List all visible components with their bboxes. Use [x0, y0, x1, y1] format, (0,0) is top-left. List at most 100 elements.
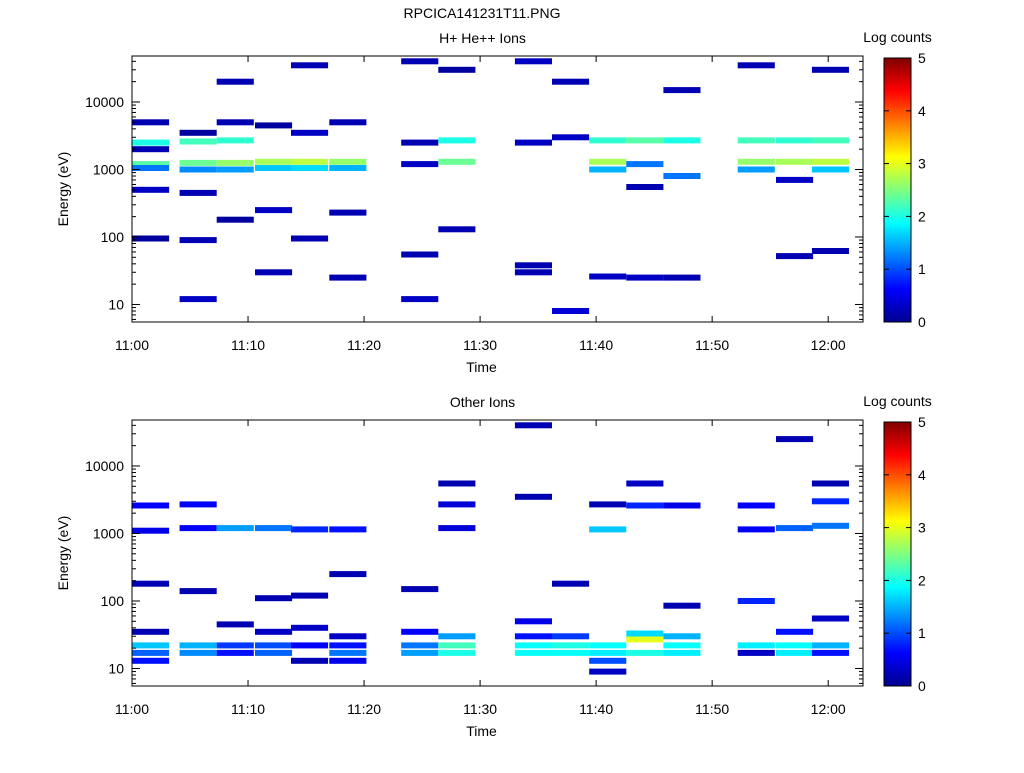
heatmap-cell: [737, 526, 775, 533]
heatmap-cell: [776, 525, 814, 532]
heatmap-cell: [626, 137, 664, 144]
heatmap-cell: [552, 642, 590, 649]
heatmap-cell: [626, 630, 664, 637]
colorbar-tick-label: 3: [918, 156, 926, 172]
heatmap-cell: [329, 158, 367, 165]
panel-2: Other Ions 11:00 11:10 11:20 11:30 11:40 11:50…: [55, 393, 932, 739]
heatmap-cell: [776, 137, 814, 144]
heatmap-cell: [179, 166, 217, 173]
heatmap-cell: [179, 189, 217, 196]
colorbar: 0 1 2 3 4 5 Log counts: [863, 393, 932, 694]
heatmap-cell: [132, 165, 170, 171]
heatmap-cell: [552, 633, 590, 640]
plot-frame: [131, 419, 864, 687]
heatmap-cell: [179, 501, 217, 508]
heatmap-cell: [438, 480, 476, 487]
heatmap-cell: [663, 502, 701, 509]
heatmap-cell: [179, 138, 217, 145]
heatmap-cell: [132, 119, 170, 126]
heatmap-cell: [132, 186, 170, 193]
y-tick-label: 1000: [93, 525, 124, 541]
heatmap-cell: [401, 161, 439, 168]
heatmap-cell: [179, 237, 217, 244]
x-tick-label: 11:10: [231, 337, 265, 353]
heatmap-cell: [438, 66, 476, 73]
heatmap-cell: [811, 480, 849, 487]
heatmap-cell: [737, 158, 775, 165]
heatmap-cell: [663, 633, 701, 640]
heatmap-cell: [255, 165, 293, 171]
heatmap-cell: [255, 525, 293, 532]
heatmap-cell: [329, 649, 367, 656]
colorbar-tick-label: 5: [918, 50, 926, 66]
y-tick-label: 10: [108, 296, 124, 312]
heatmap-cell: [401, 251, 439, 258]
heatmap-cell: [589, 137, 627, 144]
heatmap-cell: [589, 657, 627, 664]
colorbar-tick-label: 1: [918, 625, 926, 641]
heatmap-cell: [438, 158, 476, 165]
heatmap-cell: [132, 139, 170, 146]
heatmap-cell: [514, 269, 552, 276]
colorbar-gradient: [883, 421, 912, 687]
y-tick-label: 10000: [85, 458, 124, 474]
heatmap-cell: [255, 628, 293, 635]
heatmap-cell: [811, 649, 849, 656]
heatmap-cell: [589, 668, 627, 675]
plot-area: [132, 56, 863, 322]
figure-title: RPCICA141231T11.PNG: [404, 5, 561, 21]
heatmap-cell: [776, 649, 814, 656]
heatmap-cell: [663, 642, 701, 649]
heatmap-cell: [776, 158, 814, 165]
colorbar-gradient: [883, 57, 912, 323]
heatmap-cell: [811, 66, 849, 73]
heatmap-cell: [514, 139, 552, 146]
heatmap-cell: [438, 633, 476, 640]
heatmap-cell: [291, 642, 329, 649]
heatmap-cell: [438, 226, 476, 233]
heatmap-cell: [589, 501, 627, 508]
colorbar-tick-label: 5: [918, 414, 926, 430]
heatmap-cell: [552, 649, 590, 656]
heatmap-cell: [132, 657, 170, 664]
colorbar-tick-label: 2: [918, 572, 926, 588]
heatmap-cell: [589, 649, 627, 656]
heatmap-cell: [552, 78, 590, 85]
heatmap-cell: [737, 502, 775, 509]
heatmap-cell: [255, 642, 293, 649]
colorbar-tick-label: 3: [918, 520, 926, 536]
x-tick-label: 12:00: [811, 701, 846, 717]
heatmap-cell: [291, 624, 329, 631]
heatmap-cell: [216, 137, 254, 144]
heatmap-cell: [626, 184, 664, 190]
y-tick-label: 100: [101, 229, 125, 245]
heatmap-cell: [255, 158, 293, 165]
x-tick-label: 11:20: [347, 337, 381, 353]
heatmap-cell: [179, 642, 217, 649]
heatmap-cell: [291, 62, 329, 69]
heatmap-cell: [811, 522, 849, 529]
panel-title: H+ He++ Ions: [439, 30, 526, 46]
heatmap-cell: [776, 253, 814, 260]
heatmap-cell: [514, 422, 552, 429]
heatmap-cell: [811, 248, 849, 254]
heatmap-cell: [401, 628, 439, 635]
heatmap-cell: [179, 159, 217, 166]
heatmap-cell: [438, 649, 476, 656]
x-tick-label: 11:40: [579, 337, 613, 353]
heatmap-cell: [291, 165, 329, 171]
heatmap-cell: [811, 498, 849, 505]
heatmap-cells: [132, 58, 849, 314]
x-axis-label: Time: [466, 359, 497, 375]
heatmap-cell: [811, 615, 849, 622]
colorbar-tick-label: 4: [918, 467, 926, 483]
heatmap-cell: [776, 642, 814, 649]
heatmap-cell: [811, 158, 849, 165]
heatmap-cell: [514, 58, 552, 65]
heatmap-cell: [737, 62, 775, 69]
heatmap-cell: [663, 602, 701, 609]
heatmap-cell: [132, 642, 170, 649]
heatmap-cell: [179, 525, 217, 532]
x-tick-label: 11:50: [695, 701, 729, 717]
heatmap-cell: [329, 642, 367, 649]
